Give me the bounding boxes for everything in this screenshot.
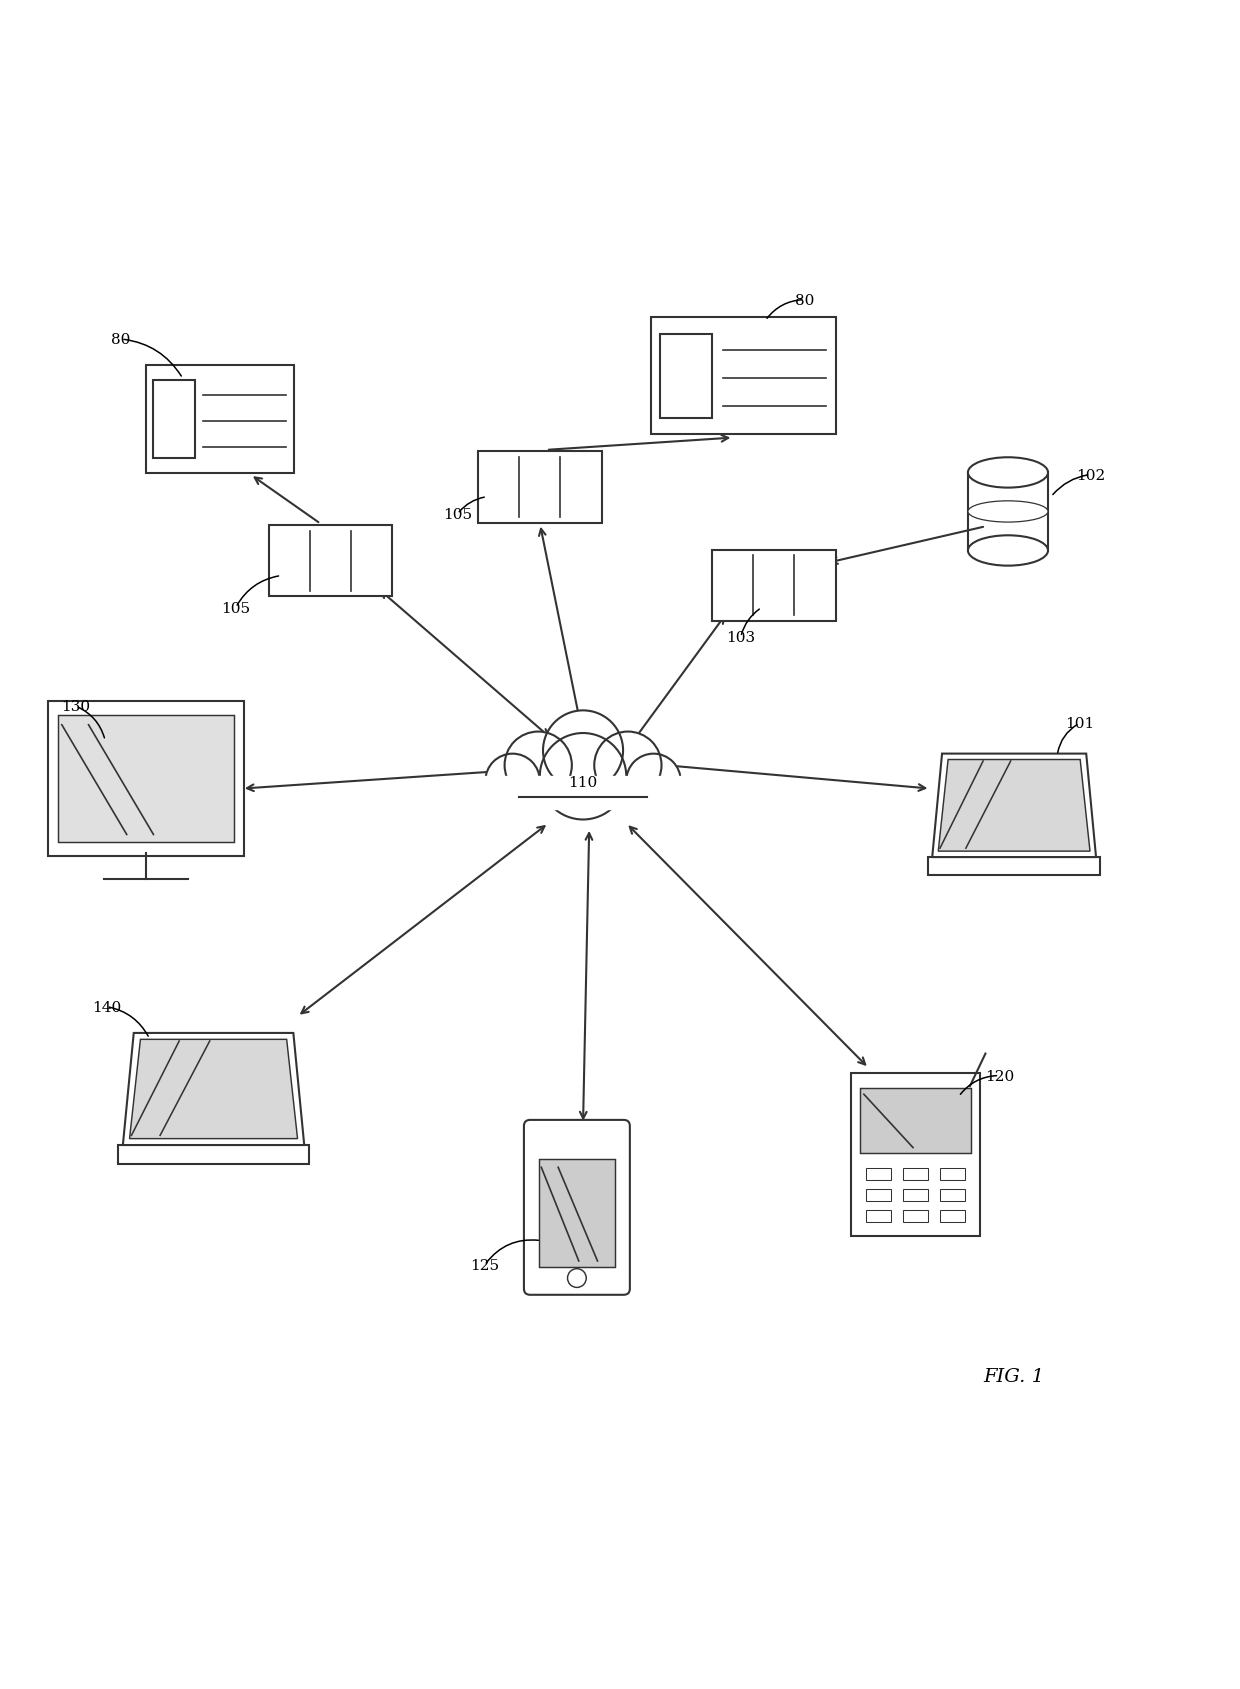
FancyBboxPatch shape (479, 453, 601, 524)
Circle shape (568, 1268, 587, 1287)
Polygon shape (932, 755, 1096, 858)
Polygon shape (123, 1034, 304, 1145)
Circle shape (539, 733, 626, 819)
Text: 130: 130 (61, 699, 91, 714)
FancyBboxPatch shape (118, 1145, 309, 1164)
Text: 140: 140 (92, 1000, 122, 1013)
FancyBboxPatch shape (712, 551, 836, 622)
Circle shape (543, 711, 622, 790)
Polygon shape (129, 1040, 298, 1138)
FancyBboxPatch shape (525, 1120, 630, 1295)
Circle shape (505, 731, 572, 799)
Circle shape (485, 755, 539, 809)
Text: 110: 110 (568, 775, 598, 790)
Text: FIG. 1: FIG. 1 (983, 1368, 1044, 1385)
Ellipse shape (968, 535, 1048, 566)
Ellipse shape (968, 502, 1048, 524)
FancyBboxPatch shape (940, 1189, 965, 1201)
FancyBboxPatch shape (940, 1169, 965, 1181)
FancyBboxPatch shape (851, 1074, 981, 1236)
FancyBboxPatch shape (866, 1169, 892, 1181)
Text: 80: 80 (795, 294, 815, 307)
FancyBboxPatch shape (660, 334, 712, 419)
FancyBboxPatch shape (903, 1209, 929, 1221)
Text: 125: 125 (470, 1258, 498, 1272)
FancyBboxPatch shape (861, 1088, 971, 1154)
Text: 105: 105 (221, 601, 250, 615)
FancyBboxPatch shape (269, 525, 392, 598)
FancyBboxPatch shape (538, 1159, 615, 1268)
FancyBboxPatch shape (146, 365, 294, 475)
FancyBboxPatch shape (940, 1209, 965, 1221)
Circle shape (626, 755, 681, 809)
Circle shape (594, 731, 661, 799)
FancyBboxPatch shape (866, 1189, 892, 1201)
FancyBboxPatch shape (903, 1189, 929, 1201)
FancyBboxPatch shape (48, 701, 244, 856)
Text: 102: 102 (1076, 468, 1105, 483)
FancyBboxPatch shape (928, 858, 1100, 875)
Text: 80: 80 (112, 333, 131, 346)
FancyBboxPatch shape (58, 714, 233, 843)
FancyBboxPatch shape (154, 380, 195, 459)
FancyBboxPatch shape (866, 1209, 892, 1221)
FancyBboxPatch shape (651, 318, 836, 436)
Text: 120: 120 (985, 1069, 1014, 1083)
Polygon shape (939, 760, 1090, 851)
Ellipse shape (968, 458, 1048, 488)
FancyBboxPatch shape (484, 777, 682, 809)
FancyBboxPatch shape (903, 1169, 929, 1181)
Text: 105: 105 (443, 508, 472, 522)
Text: 103: 103 (727, 630, 755, 645)
Text: 101: 101 (1065, 716, 1094, 731)
